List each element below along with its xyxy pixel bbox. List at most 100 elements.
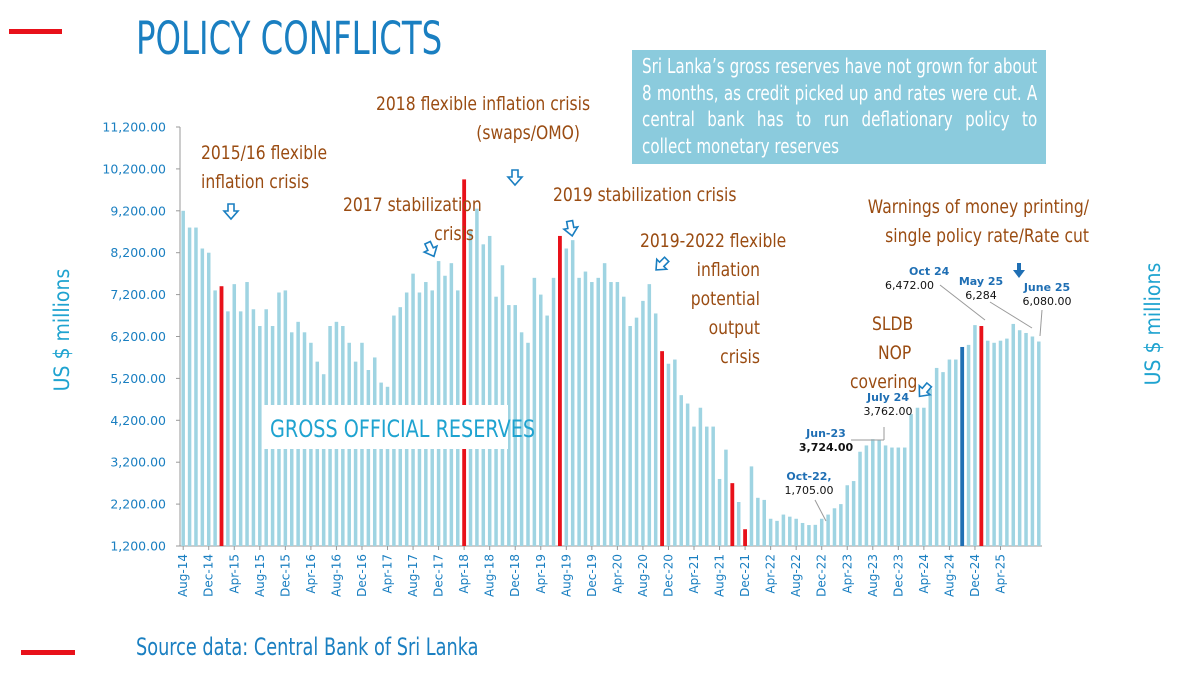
y-tick-label: 1,200.00 bbox=[110, 539, 166, 554]
annotation-sldb: covering bbox=[850, 372, 917, 394]
bar bbox=[743, 529, 747, 546]
bar bbox=[705, 426, 709, 546]
x-tick-label: Aug-18 bbox=[483, 554, 497, 597]
bar bbox=[194, 227, 198, 546]
annotation-2019-2022: potential bbox=[691, 289, 760, 311]
x-tick-label: Dec-18 bbox=[508, 554, 522, 597]
bar bbox=[513, 305, 517, 546]
bar bbox=[232, 284, 237, 547]
bar bbox=[577, 277, 581, 546]
bar bbox=[832, 508, 837, 546]
y-tick-label: 11,200.00 bbox=[102, 120, 166, 135]
x-tick-label: Dec-14 bbox=[202, 554, 216, 597]
bar bbox=[558, 235, 562, 546]
annotation-sldb: SLDB bbox=[872, 314, 913, 336]
bar bbox=[245, 282, 249, 546]
annotation-2019-2022: inflation bbox=[697, 260, 760, 282]
bar bbox=[551, 277, 556, 546]
down-arrow-icon bbox=[506, 169, 524, 187]
bar bbox=[660, 351, 664, 546]
x-tick-label: Apr-24 bbox=[917, 554, 931, 594]
data-label-oct22: Oct-22, bbox=[786, 470, 831, 483]
x-tick-label: Aug-21 bbox=[713, 554, 727, 597]
bar bbox=[181, 210, 185, 547]
x-tick-label: Dec-20 bbox=[661, 554, 675, 597]
bar bbox=[800, 522, 805, 546]
bar bbox=[206, 252, 211, 546]
y-tick-label: 6,200.00 bbox=[110, 329, 166, 344]
bar bbox=[468, 229, 473, 546]
annotation-2019: 2019 stabilization crisis bbox=[553, 185, 736, 207]
down-arrow-icon bbox=[655, 256, 670, 271]
bar bbox=[973, 325, 977, 546]
bar bbox=[768, 518, 773, 546]
bar bbox=[992, 342, 996, 546]
bar bbox=[788, 516, 792, 546]
y-tick-label: 5,200.00 bbox=[110, 371, 166, 386]
x-tick-label: Apr-16 bbox=[304, 554, 318, 594]
annotation-2018: 2018 flexible inflation crisis bbox=[376, 94, 590, 116]
x-tick-label: Dec-15 bbox=[278, 554, 292, 597]
x-tick-label: Apr-21 bbox=[687, 554, 701, 594]
x-tick-label: Dec-24 bbox=[968, 554, 982, 597]
bottom-left-red-dash bbox=[21, 650, 75, 655]
bar bbox=[226, 311, 230, 546]
x-tick-label: Aug-20 bbox=[636, 554, 650, 597]
x-tick-label: Apr-22 bbox=[764, 554, 778, 594]
annotation-2015-16: inflation crisis bbox=[201, 172, 309, 194]
data-label-oct24: Oct 24 bbox=[909, 265, 950, 278]
source-note: Source data: Central Bank of Sri Lanka bbox=[136, 633, 479, 661]
bar bbox=[379, 382, 383, 546]
bar bbox=[819, 518, 824, 546]
x-tick-label: Apr-18 bbox=[457, 554, 471, 594]
leader-line bbox=[814, 499, 827, 522]
x-tick-label: Aug-24 bbox=[942, 554, 956, 597]
annotation-warnings: Warnings of money printing/ bbox=[868, 197, 1089, 219]
x-tick-label: Dec-23 bbox=[891, 554, 905, 597]
bar bbox=[998, 340, 1003, 546]
bar bbox=[596, 277, 600, 546]
bar bbox=[1037, 341, 1041, 546]
y-tick-label: 8,200.00 bbox=[110, 245, 166, 260]
bar bbox=[436, 261, 441, 546]
bar bbox=[545, 315, 549, 546]
bar bbox=[634, 317, 639, 546]
bar bbox=[871, 439, 875, 546]
bar bbox=[807, 525, 811, 546]
bar bbox=[449, 263, 454, 546]
bar bbox=[883, 445, 888, 546]
bar bbox=[902, 447, 907, 546]
bar bbox=[315, 361, 320, 546]
bar bbox=[762, 499, 766, 546]
bar bbox=[590, 282, 594, 546]
bar bbox=[960, 346, 965, 546]
bar bbox=[736, 502, 741, 546]
x-tick-label: Aug-22 bbox=[789, 554, 803, 597]
bar bbox=[781, 514, 786, 546]
bar bbox=[979, 326, 984, 546]
x-tick-label: Aug-16 bbox=[329, 554, 343, 597]
data-label-jun23: Jun-23 bbox=[805, 427, 846, 440]
callout-box: Sri Lanka’s gross reserves have not grow… bbox=[632, 50, 1046, 164]
x-tick-label: Aug-19 bbox=[559, 554, 573, 597]
bar bbox=[628, 326, 632, 546]
bar bbox=[532, 277, 537, 546]
bar bbox=[583, 271, 588, 546]
bar bbox=[858, 451, 862, 546]
down-arrow-icon bbox=[222, 203, 240, 221]
series-label: GROSS OFFICIAL RESERVES bbox=[270, 416, 535, 444]
bar bbox=[730, 483, 735, 546]
annotation-2017: crisis bbox=[434, 224, 474, 246]
bar bbox=[679, 395, 683, 546]
data-label-jul24: July 24 bbox=[866, 391, 909, 404]
bar bbox=[711, 426, 715, 546]
bar bbox=[1024, 332, 1028, 546]
bar bbox=[864, 445, 869, 546]
bar bbox=[724, 449, 728, 546]
bar bbox=[462, 179, 467, 547]
bar bbox=[321, 374, 326, 546]
bar bbox=[385, 386, 390, 546]
bar bbox=[653, 313, 658, 546]
x-tick-label: Apr-20 bbox=[610, 554, 624, 594]
